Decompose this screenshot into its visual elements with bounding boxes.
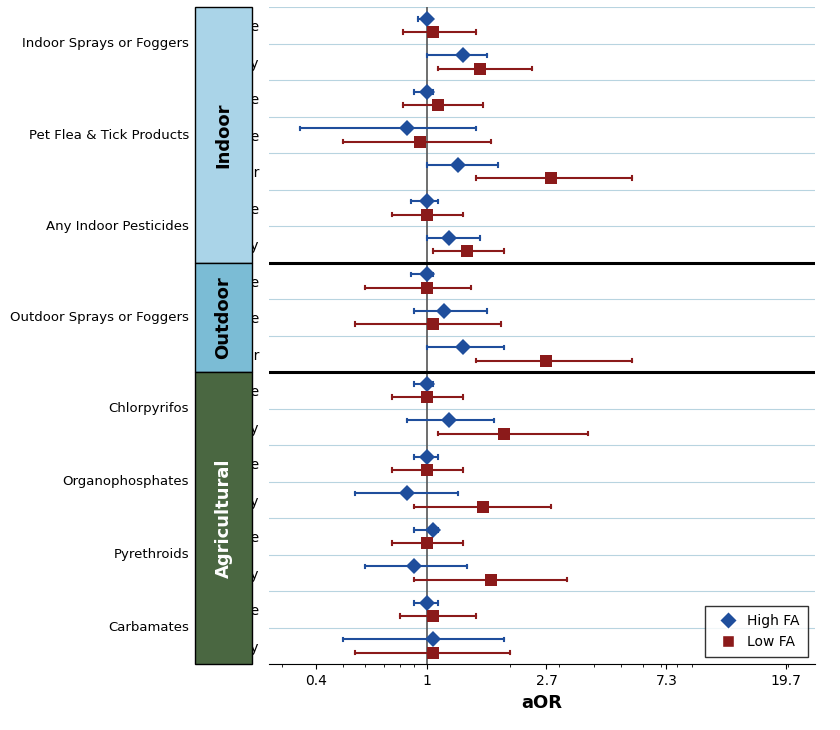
Text: Organophosphates: Organophosphates — [62, 475, 189, 488]
Text: Pyrethroids: Pyrethroids — [113, 548, 189, 561]
Text: Outdoor: Outdoor — [214, 276, 233, 359]
Text: Chlorpyrifos: Chlorpyrifos — [108, 402, 189, 415]
X-axis label: aOR: aOR — [522, 694, 562, 712]
Text: Pet Flea & Tick Products: Pet Flea & Tick Products — [29, 128, 189, 142]
Text: Outdoor Sprays or Foggers: Outdoor Sprays or Foggers — [10, 311, 189, 324]
Text: Carbamates: Carbamates — [108, 621, 189, 634]
Text: Agricultural: Agricultural — [214, 458, 233, 578]
Legend: High FA, Low FA: High FA, Low FA — [706, 606, 808, 657]
Text: Any Indoor Pesticides: Any Indoor Pesticides — [46, 220, 189, 233]
Text: Indoor Sprays or Foggers: Indoor Sprays or Foggers — [22, 37, 189, 50]
Text: Indoor: Indoor — [214, 102, 233, 168]
